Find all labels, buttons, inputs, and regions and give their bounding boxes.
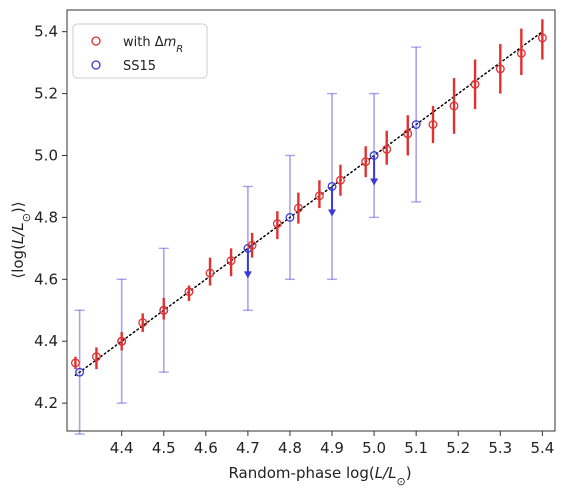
with-delta-mr-marker-19 <box>495 64 505 74</box>
with-delta-mr-marker-1 <box>91 352 101 362</box>
with-delta-mr-marker-8 <box>247 240 257 250</box>
with-delta-mr-point-0 <box>70 356 80 370</box>
with-delta-mr-point-9 <box>272 211 282 240</box>
y-tick-label-2: 4.6 <box>34 270 58 288</box>
legend-label-with-delta-mr: with ΔmR <box>123 35 183 55</box>
with-delta-mr-point-15 <box>403 115 413 156</box>
with-delta-mr-marker-16 <box>428 120 438 129</box>
reference-line-layer <box>74 30 544 377</box>
with-delta-mr-point-19 <box>495 44 505 94</box>
legend-label-ss15: SS15 <box>123 59 156 74</box>
ss15-point-7 <box>411 46 422 203</box>
with-delta-mr-point-12 <box>335 164 345 196</box>
with-delta-mr-marker-21 <box>537 33 547 43</box>
x-axis-label: Random-phase log(L/L⊙) <box>228 464 411 488</box>
ss15-point-6 <box>369 92 380 219</box>
legend-box <box>72 23 208 79</box>
with-delta-mr-point-7 <box>226 248 236 277</box>
ss15-marker-6 <box>369 151 379 160</box>
ss15-upper-limit-arrow-3 <box>243 271 252 279</box>
with-delta-mr-marker-2 <box>117 336 127 346</box>
with-delta-mr-point-2 <box>117 331 127 351</box>
legend-marker-with-delta-mr <box>91 36 101 46</box>
ss15-point-3 <box>242 185 253 311</box>
ss15-marker-4 <box>285 212 295 222</box>
x-tick-label-0: 4.4 <box>110 439 134 457</box>
y-tick-label-0: 4.2 <box>34 394 58 412</box>
with-delta-mr-marker-15 <box>403 129 413 139</box>
legend-marker-ss15 <box>91 60 101 70</box>
y-tick-label-5: 5.2 <box>34 85 58 103</box>
with-delta-mr-marker-18 <box>470 79 480 89</box>
with-delta-mr-marker-11 <box>314 191 324 201</box>
with-delta-mr-marker-10 <box>293 203 303 213</box>
x-tick-label-4: 4.8 <box>278 439 302 457</box>
with-delta-mr-marker-9 <box>272 219 282 229</box>
with-delta-mr-point-14 <box>382 130 392 165</box>
with-delta-mr-marker-14 <box>382 144 392 154</box>
y-axis-ticks: 4.2 4.4 4.6 4.8 5.0 5.2 5.4 <box>34 23 67 412</box>
x-tick-label-5: 4.9 <box>320 439 344 457</box>
ss15-series <box>74 46 422 435</box>
ss15-upper-limit-arrow-6 <box>370 178 379 186</box>
with-delta-mr-marker-7 <box>226 256 236 266</box>
x-tick-label-3: 4.7 <box>236 439 260 457</box>
y-tick-label-1: 4.4 <box>34 332 58 350</box>
with-delta-mr-marker-5 <box>184 287 194 297</box>
with-delta-mr-point-10 <box>293 192 303 224</box>
with-delta-mr-point-13 <box>361 146 371 178</box>
x-tick-label-2: 4.6 <box>194 439 218 457</box>
with-delta-mr-point-11 <box>314 180 324 209</box>
ss15-marker-5 <box>327 181 337 191</box>
x-tick-label-9: 5.3 <box>488 439 512 457</box>
with-delta-mr-marker-17 <box>449 101 459 111</box>
with-delta-mr-point-6 <box>205 257 215 286</box>
x-tick-label-6: 5.0 <box>362 439 386 457</box>
x-tick-label-1: 4.5 <box>152 439 176 457</box>
y-tick-label-6: 5.4 <box>34 23 58 41</box>
ss15-marker-7 <box>411 120 421 129</box>
x-tick-label-10: 5.4 <box>530 439 554 457</box>
with-delta-mr-point-21 <box>537 19 547 60</box>
with-delta-mr-point-8 <box>247 232 257 258</box>
ss15-point-0 <box>74 309 85 435</box>
with-delta-mr-marker-13 <box>361 157 371 167</box>
y-tick-label-3: 4.8 <box>34 208 58 226</box>
x-tick-label-7: 5.1 <box>404 439 428 457</box>
y-tick-label-4: 5.0 <box>34 146 58 164</box>
with-delta-mr-point-4 <box>159 297 169 320</box>
ss15-marker-0 <box>75 367 85 377</box>
with-delta-mr-marker-12 <box>335 175 345 185</box>
with-delta-mr-point-3 <box>138 313 148 332</box>
with-delta-mr-point-16 <box>428 105 438 144</box>
x-tick-label-8: 5.2 <box>446 439 470 457</box>
ss15-upper-limit-arrow-5 <box>328 209 337 217</box>
plot-frame <box>66 9 556 432</box>
ss15-point-4 <box>284 154 295 281</box>
with-delta-mr-point-20 <box>516 28 526 76</box>
ss15-point-5 <box>327 92 338 281</box>
one-to-one-reference-line <box>74 30 544 377</box>
with-delta-mr-point-17 <box>449 78 459 134</box>
with-delta-mr-marker-4 <box>159 305 169 315</box>
with-delta-mr-point-5 <box>184 285 194 301</box>
with-delta-mr-point-18 <box>470 59 480 110</box>
with-delta-mr-marker-20 <box>516 48 526 58</box>
x-axis-ticks: 4.4 4.5 4.6 4.7 4.8 4.9 5.0 5.1 5.2 5.3 5.4 <box>110 431 554 457</box>
with-delta-mr-marker-3 <box>138 318 148 328</box>
with-delta-mr-series <box>70 19 547 370</box>
with-delta-mr-marker-6 <box>205 268 215 278</box>
with-delta-mr-marker-0 <box>70 358 80 368</box>
with-delta-mr-point-1 <box>91 347 101 370</box>
y-axis-label: ⟨log(L/L⊙)⟩ <box>9 201 33 278</box>
legend: with ΔmR SS15 <box>72 23 208 79</box>
